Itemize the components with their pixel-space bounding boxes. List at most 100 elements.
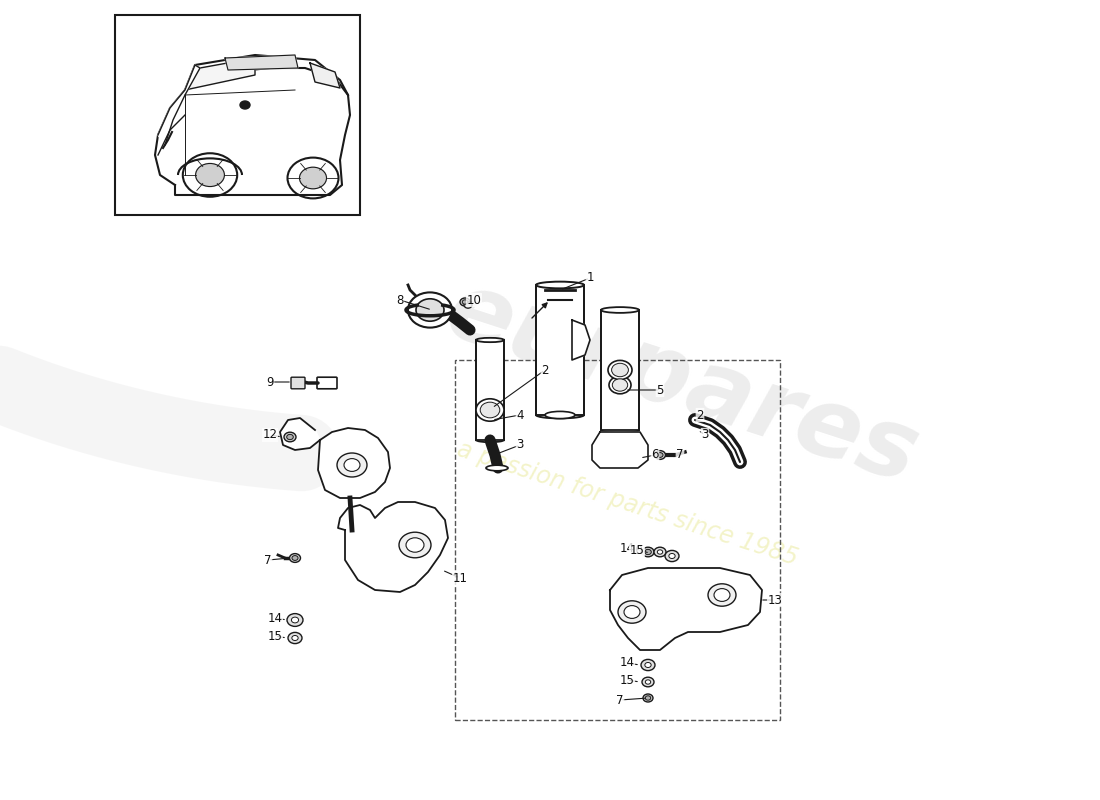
- Polygon shape: [338, 502, 448, 592]
- Circle shape: [609, 376, 631, 394]
- Circle shape: [613, 379, 628, 391]
- Circle shape: [608, 360, 632, 380]
- Text: 4: 4: [516, 409, 524, 422]
- Text: 2: 2: [696, 409, 704, 422]
- Circle shape: [287, 434, 294, 440]
- Text: 9: 9: [266, 375, 274, 389]
- Circle shape: [658, 550, 662, 554]
- Text: 10: 10: [466, 294, 482, 306]
- Polygon shape: [155, 68, 350, 195]
- Text: eurpares: eurpares: [434, 264, 930, 504]
- Text: 5: 5: [657, 383, 663, 397]
- Bar: [116, 15, 360, 215]
- Circle shape: [292, 635, 298, 641]
- Circle shape: [610, 362, 629, 378]
- Circle shape: [481, 402, 499, 418]
- Circle shape: [476, 398, 504, 421]
- Ellipse shape: [476, 338, 504, 342]
- Circle shape: [654, 547, 666, 557]
- Ellipse shape: [476, 438, 504, 442]
- Ellipse shape: [486, 465, 508, 470]
- Text: 14: 14: [267, 611, 283, 625]
- Circle shape: [669, 554, 675, 558]
- Text: 12: 12: [263, 429, 277, 442]
- Circle shape: [645, 550, 651, 554]
- Circle shape: [646, 680, 651, 684]
- Bar: [536, 285, 584, 415]
- Text: 14: 14: [619, 657, 635, 670]
- Text: 14: 14: [619, 542, 635, 554]
- Ellipse shape: [601, 307, 639, 313]
- Circle shape: [196, 163, 224, 186]
- Circle shape: [641, 659, 654, 670]
- Circle shape: [408, 292, 452, 328]
- Circle shape: [612, 363, 628, 377]
- Ellipse shape: [536, 282, 584, 288]
- Circle shape: [287, 614, 303, 626]
- Text: 11: 11: [452, 571, 468, 585]
- Circle shape: [654, 450, 666, 459]
- Text: 7: 7: [616, 694, 624, 706]
- Bar: [476, 340, 504, 440]
- Text: 7: 7: [264, 554, 272, 566]
- Circle shape: [642, 547, 654, 557]
- Circle shape: [657, 453, 663, 458]
- Text: 2: 2: [541, 363, 549, 377]
- Ellipse shape: [601, 427, 639, 433]
- Circle shape: [406, 538, 424, 552]
- Ellipse shape: [544, 411, 575, 418]
- Circle shape: [416, 298, 444, 321]
- Polygon shape: [310, 63, 340, 88]
- Circle shape: [708, 584, 736, 606]
- Bar: [601, 310, 639, 430]
- Polygon shape: [592, 432, 648, 468]
- Circle shape: [666, 550, 679, 562]
- Polygon shape: [185, 55, 348, 95]
- FancyBboxPatch shape: [317, 377, 337, 389]
- Bar: [455, 360, 780, 720]
- Polygon shape: [158, 65, 200, 145]
- Circle shape: [344, 458, 360, 471]
- Polygon shape: [318, 428, 390, 498]
- Circle shape: [240, 101, 250, 109]
- Ellipse shape: [536, 412, 584, 418]
- Circle shape: [288, 632, 302, 643]
- Text: 13: 13: [768, 594, 782, 606]
- Circle shape: [337, 453, 367, 477]
- Circle shape: [399, 532, 431, 558]
- FancyBboxPatch shape: [292, 377, 305, 389]
- Circle shape: [483, 402, 497, 414]
- Circle shape: [289, 554, 300, 562]
- Text: 15: 15: [267, 630, 283, 642]
- Circle shape: [480, 400, 501, 416]
- Text: 3: 3: [702, 429, 708, 442]
- Circle shape: [714, 589, 730, 602]
- Circle shape: [299, 167, 327, 189]
- Text: 15: 15: [619, 674, 635, 686]
- Circle shape: [618, 601, 646, 623]
- Text: 7: 7: [676, 449, 684, 462]
- Text: 1: 1: [586, 271, 594, 285]
- Circle shape: [460, 298, 470, 306]
- Circle shape: [614, 365, 626, 375]
- Circle shape: [464, 302, 472, 308]
- Circle shape: [644, 694, 653, 702]
- Polygon shape: [226, 55, 298, 70]
- Circle shape: [292, 617, 298, 623]
- Polygon shape: [185, 58, 255, 90]
- Circle shape: [645, 662, 651, 667]
- Circle shape: [462, 300, 468, 304]
- Text: a passion for parts since 1985: a passion for parts since 1985: [453, 438, 801, 570]
- Text: 8: 8: [396, 294, 404, 306]
- Text: 15: 15: [629, 543, 645, 557]
- Circle shape: [287, 158, 339, 198]
- Circle shape: [642, 677, 654, 686]
- Polygon shape: [280, 418, 320, 450]
- Text: 3: 3: [516, 438, 524, 451]
- Polygon shape: [572, 320, 590, 360]
- Circle shape: [624, 606, 640, 618]
- Circle shape: [646, 696, 651, 700]
- Text: 10: 10: [628, 543, 643, 557]
- Text: 6: 6: [651, 449, 659, 462]
- Polygon shape: [610, 568, 762, 650]
